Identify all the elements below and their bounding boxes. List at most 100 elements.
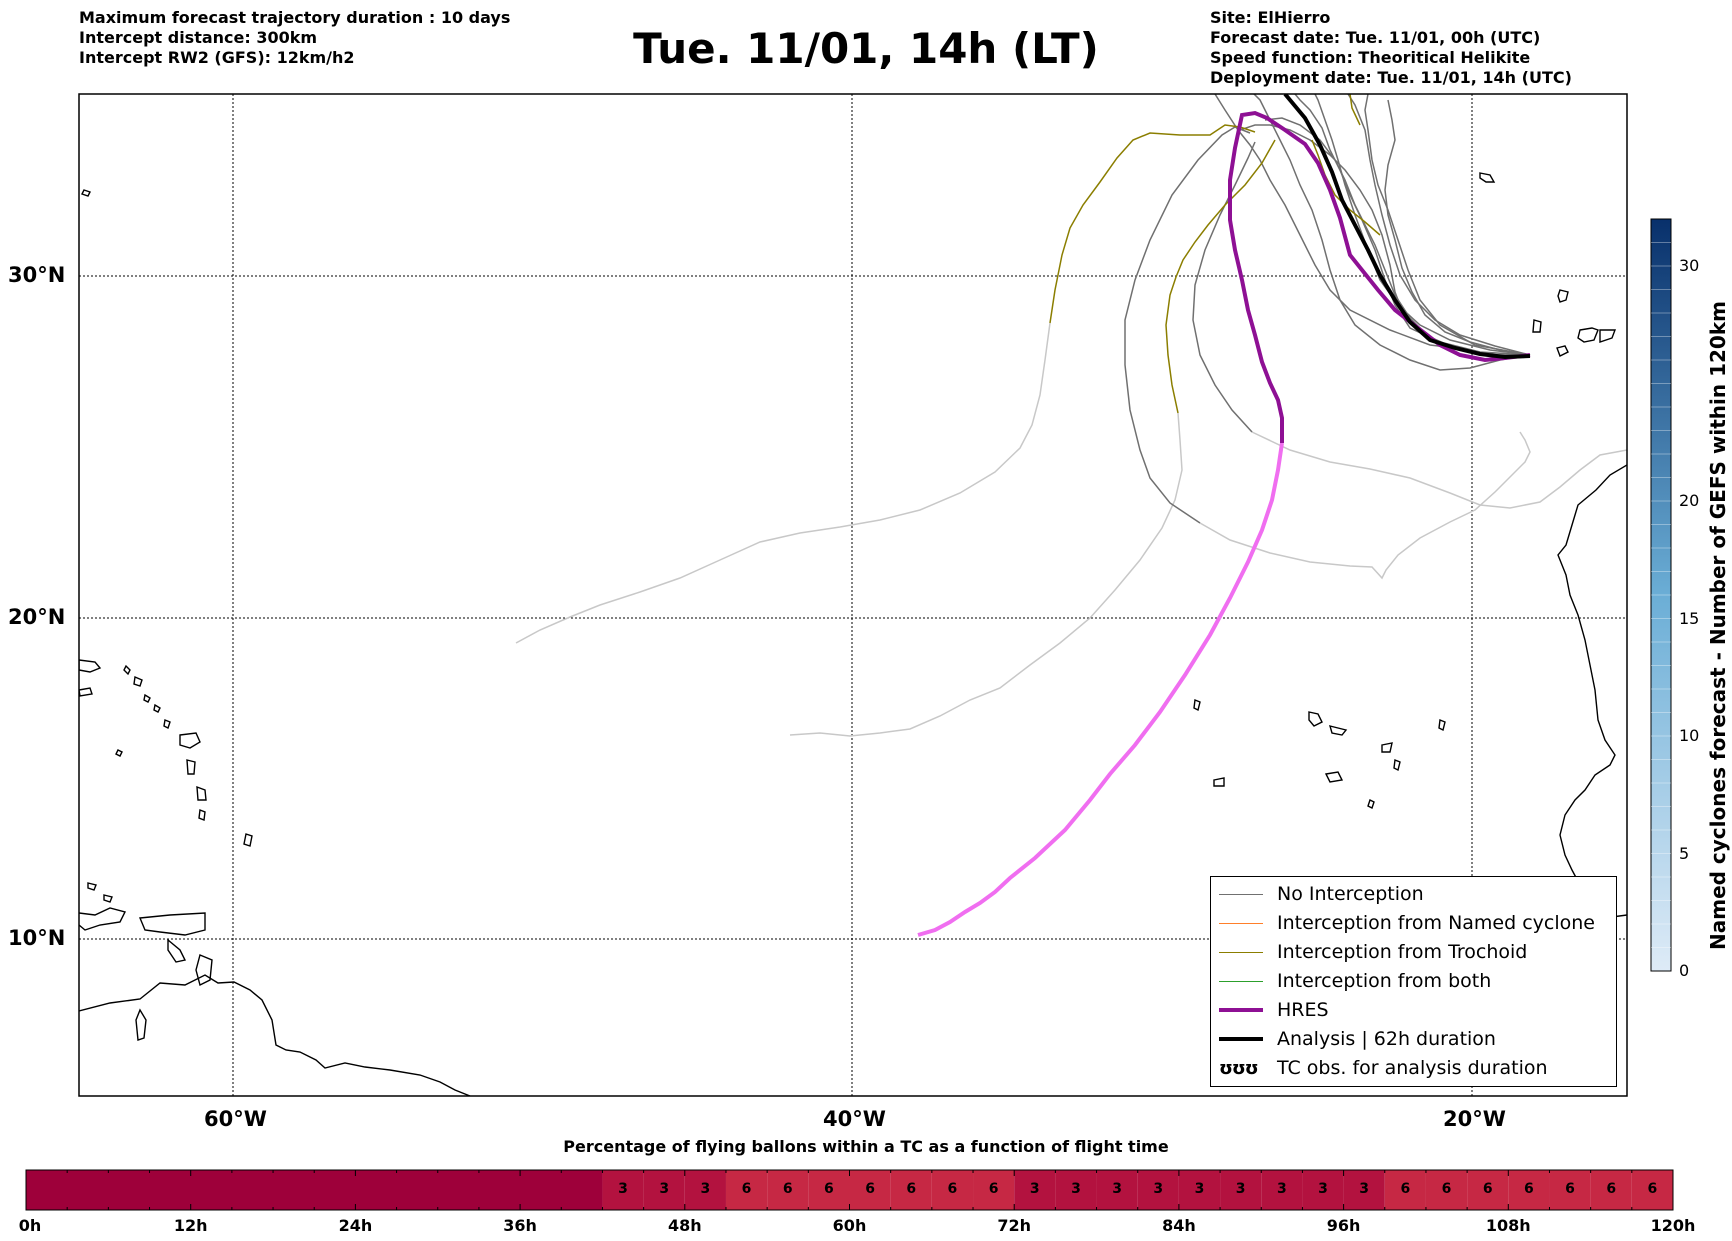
timeline-cell xyxy=(684,1170,726,1210)
timeline-cell xyxy=(890,1170,932,1210)
timeline-cell xyxy=(1508,1170,1550,1210)
legend-label: HRES xyxy=(1277,999,1329,1021)
legend-swatch xyxy=(1219,1008,1263,1012)
timeline-cell-value: 6 xyxy=(1565,1181,1575,1197)
colorbar-tick-label: 10 xyxy=(1679,726,1700,745)
timeline-cell xyxy=(849,1170,891,1210)
colorbar-tick-label: 30 xyxy=(1679,256,1700,275)
timeline-cell xyxy=(1137,1170,1179,1210)
timeline-cell xyxy=(1467,1170,1509,1210)
timeline-cell xyxy=(602,1170,644,1210)
timeline-cell-value: 6 xyxy=(741,1181,752,1197)
deployment-date-text: Deployment date: Tue. 11/01, 14h (UTC) xyxy=(1210,68,1572,87)
timeline-cell xyxy=(808,1170,850,1210)
timeline-cell xyxy=(767,1170,809,1210)
timeline-cell xyxy=(1590,1170,1632,1210)
timeline-cell-value: 6 xyxy=(947,1181,958,1197)
colorbar xyxy=(1650,218,1672,972)
intercept-rw2-text: Intercept RW2 (GFS): 12km/h2 xyxy=(79,48,355,67)
header-right: Site: ElHierro Forecast date: Tue. 11/01… xyxy=(1210,8,1572,88)
colorbar-tick-label: 20 xyxy=(1679,491,1700,510)
timeline-tick-label: 36h xyxy=(503,1216,537,1235)
legend-swatch xyxy=(1219,922,1263,924)
timeline-cell-value: 3 xyxy=(618,1181,628,1197)
legend-swatch xyxy=(1219,893,1263,895)
timeline-cell-value: 3 xyxy=(1235,1181,1246,1197)
timeline-cell-value: 3 xyxy=(1071,1181,1081,1197)
timeline-cell xyxy=(1343,1170,1385,1210)
map-legend: No Interception Interception from Named … xyxy=(1210,876,1617,1087)
timeline-cell-value: 3 xyxy=(700,1181,711,1197)
lat-label-10n: 10°N xyxy=(8,926,66,950)
timeline-cell xyxy=(1178,1170,1221,1210)
faded-trajectories xyxy=(515,322,1627,737)
timeline-tick-label: 0h xyxy=(18,1216,42,1235)
timeline-cell xyxy=(1096,1170,1138,1210)
timeline-tick-label: 12h xyxy=(173,1216,208,1235)
trochoid-trajectories xyxy=(1049,94,1381,414)
timeline-cell-value: 6 xyxy=(1441,1181,1452,1197)
timeline-tick-label: 48h xyxy=(667,1216,702,1235)
colorbar-tick-label: 5 xyxy=(1679,843,1690,863)
legend-item-named-cyclone: Interception from Named cyclone xyxy=(1219,909,1595,937)
coastlines xyxy=(79,172,1627,1096)
timeline-cell-value: 3 xyxy=(1194,1181,1205,1197)
legend-label: Interception from Named cyclone xyxy=(1277,912,1595,934)
timeline-cell-value: 6 xyxy=(988,1181,999,1197)
legend-item-tc-obs: ʊʊʊ TC obs. for analysis duration xyxy=(1219,1054,1548,1082)
timeline-cell xyxy=(26,1170,603,1210)
timeline-cell xyxy=(973,1170,1015,1210)
legend-swatch xyxy=(1219,980,1263,982)
timeline-tick-label: 84h xyxy=(1162,1216,1196,1235)
colorbar-tick-label: 0 xyxy=(1679,961,1690,980)
timeline-cell xyxy=(643,1170,685,1210)
legend-item-no-interception: No Interception xyxy=(1219,880,1424,908)
lon-label-20w: 20°W xyxy=(1443,1107,1506,1131)
timeline-cell xyxy=(1631,1170,1673,1210)
analysis-trajectory xyxy=(1283,94,1531,360)
map-frame xyxy=(78,93,1628,1097)
forecast-date-text: Forecast date: Tue. 11/01, 00h (UTC) xyxy=(1210,28,1541,47)
page-title: Tue. 11/01, 14h (LT) xyxy=(633,24,1099,73)
timeline-cell xyxy=(1302,1170,1344,1210)
timeline-cell-value: 3 xyxy=(1359,1181,1370,1197)
intercept-distance-text: Intercept distance: 300km xyxy=(79,28,318,47)
timeline-cell-value: 3 xyxy=(1318,1181,1328,1197)
timeline-tick-label: 24h xyxy=(338,1216,373,1235)
colorbar-title: Named cyclones forecast - Number of GEFS… xyxy=(1706,301,1730,950)
lat-label-30n: 30°N xyxy=(8,263,66,287)
timeline-cell xyxy=(1425,1170,1468,1210)
colorbar-tick-label: 15 xyxy=(1679,608,1700,628)
timeline-bar xyxy=(25,1169,1674,1211)
lat-label-20n: 20°N xyxy=(8,605,66,629)
colorbar-gradient xyxy=(1650,218,1672,972)
timeline-cell-value: 6 xyxy=(865,1181,875,1197)
timeline-cell xyxy=(1014,1170,1056,1210)
legend-item-hres: HRES xyxy=(1219,996,1329,1024)
tc-symbol-icon: ʊʊʊ xyxy=(1219,1057,1259,1079)
timeline-cell xyxy=(1055,1170,1097,1210)
timeline-cell-value: 3 xyxy=(659,1181,670,1197)
timeline-cell xyxy=(931,1170,974,1210)
timeline-cell-value: 3 xyxy=(1112,1181,1122,1197)
timeline-cell-value: 6 xyxy=(824,1181,834,1197)
legend-item-analysis: Analysis | 62h duration xyxy=(1219,1025,1496,1053)
legend-label: Analysis | 62h duration xyxy=(1277,1028,1496,1050)
timeline-cell-value: 6 xyxy=(1647,1181,1658,1197)
legend-label: TC obs. for analysis duration xyxy=(1277,1057,1548,1079)
timeline-tick-label: 60h xyxy=(832,1216,867,1235)
legend-label: Interception from Trochoid xyxy=(1277,941,1528,963)
timeline-cell-value: 6 xyxy=(1524,1181,1534,1197)
legend-item-both: Interception from both xyxy=(1219,967,1491,995)
legend-label: No Interception xyxy=(1277,883,1424,905)
lon-label-60w: 60°W xyxy=(204,1107,267,1131)
timeline-cell xyxy=(1549,1170,1591,1210)
legend-item-trochoid: Interception from Trochoid xyxy=(1219,938,1527,966)
timeline-cell xyxy=(1220,1170,1262,1210)
timeline-cell xyxy=(1261,1170,1303,1210)
max-duration-text: Maximum forecast trajectory duration : 1… xyxy=(79,8,511,27)
timeline-cell-value: 6 xyxy=(906,1181,917,1197)
hres-faded-trajectory xyxy=(917,442,1284,937)
lon-label-40w: 40°W xyxy=(823,1107,886,1131)
